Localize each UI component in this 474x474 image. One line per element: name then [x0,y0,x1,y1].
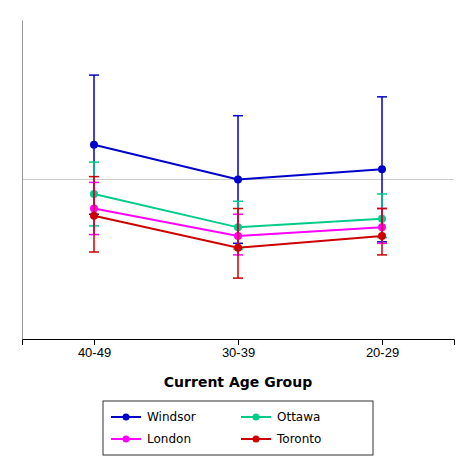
error-cap-upper [377,208,387,210]
point [90,212,98,220]
legend-marker [123,414,130,421]
error-bar-upper [381,97,383,170]
legend-item: London [111,432,191,446]
x-tick-label: 40-49 [78,345,111,360]
x-tick-label: 30-39 [222,345,255,360]
legend-frame [103,401,373,455]
series [89,177,387,279]
x-tick: 40-49 [78,339,111,360]
error-bar-lower [93,216,95,252]
error-cap-upper [89,176,99,178]
error-bar [233,201,243,249]
point [234,176,242,184]
y-axis-line [22,21,23,340]
error-cap-upper [233,115,243,117]
error-bar-lower [381,169,383,242]
error-bar [377,194,387,238]
series [89,162,387,249]
error-cap-upper [89,161,99,163]
error-cap-upper [377,193,387,195]
legend-item: Ottawa [241,410,320,424]
error-bar [377,209,387,255]
error-cap-lower [233,277,243,279]
chart: 40-49 30-39 20-29 Current Age Group Windsor O… [0,0,474,474]
legend-item: Toronto [241,432,321,446]
error-cap-upper [377,96,387,98]
error-bar-upper [381,209,383,237]
point [378,232,386,240]
point [90,141,98,149]
legend-marker [253,414,260,421]
x-tick-line [382,339,383,345]
error-bar-upper [93,75,95,145]
legend-marker [253,436,260,443]
error-bar-lower [237,248,239,278]
error-cap-upper [377,208,387,210]
point [378,165,386,173]
error-bar [89,177,99,252]
x-axis: 40-49 30-39 20-29 [23,339,455,360]
y-axis [22,21,24,340]
error-bar [89,162,99,226]
x-tick-line [94,339,95,345]
error-bar [377,209,387,244]
x-tick-label: 20-29 [366,345,399,360]
x-tick: 20-29 [366,339,399,360]
x-axis-line [23,340,455,346]
error-cap-upper [233,201,243,203]
error-cap-lower [89,251,99,253]
legend-label: Toronto [276,432,321,446]
plot: 40-49 30-39 20-29 [22,21,455,361]
error-bar-upper [237,209,239,248]
legend: Windsor Ottawa London Toronto [103,401,373,455]
x-axis-title: Current Age Group [164,374,312,390]
error-cap-upper [89,74,99,76]
error-cap-lower [377,254,387,256]
error-bar-upper [93,177,95,216]
error-bar [233,209,243,279]
x-tick: 30-39 [222,339,255,360]
legend-item: Windsor [111,410,196,424]
legend-marker [123,436,130,443]
series [89,182,387,255]
legend-label: Ottawa [277,410,320,424]
point [234,244,242,252]
error-cap-upper [233,208,243,210]
marks [89,75,387,278]
x-tick-line [238,339,239,345]
error-bar-upper [237,116,239,180]
error-bar [377,97,387,242]
legend-label: Windsor [147,410,196,424]
legend-label: London [147,432,191,446]
